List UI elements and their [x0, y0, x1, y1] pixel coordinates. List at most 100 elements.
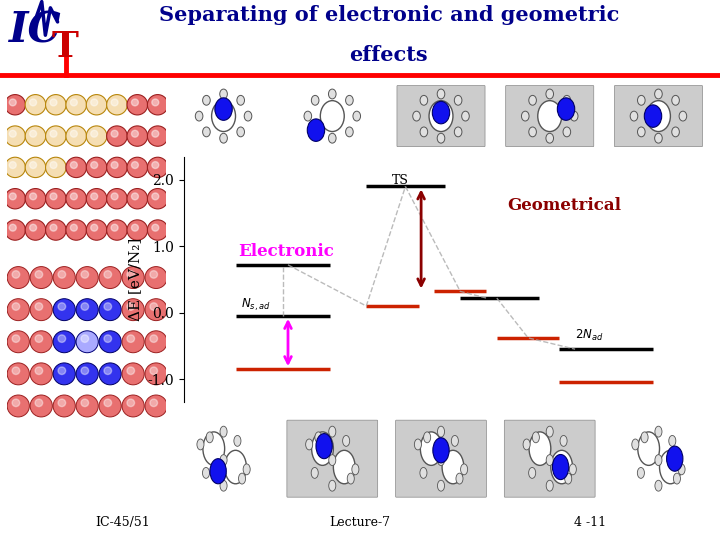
Circle shape — [12, 367, 19, 375]
Circle shape — [5, 126, 25, 146]
Circle shape — [306, 439, 312, 450]
Circle shape — [152, 161, 159, 168]
Circle shape — [148, 220, 168, 240]
Circle shape — [53, 267, 76, 288]
Circle shape — [66, 220, 86, 240]
Circle shape — [150, 399, 158, 407]
Circle shape — [132, 99, 138, 106]
Circle shape — [45, 157, 66, 178]
Circle shape — [107, 94, 127, 115]
Circle shape — [66, 157, 86, 178]
Circle shape — [311, 96, 319, 105]
Circle shape — [86, 126, 107, 146]
Circle shape — [45, 126, 66, 146]
Circle shape — [532, 432, 539, 443]
Text: Separating of electronic and geometric: Separating of electronic and geometric — [158, 5, 619, 25]
Circle shape — [66, 94, 86, 115]
Circle shape — [220, 133, 228, 143]
Circle shape — [9, 161, 17, 168]
Circle shape — [104, 303, 112, 310]
Circle shape — [557, 98, 575, 120]
Circle shape — [50, 161, 57, 168]
Circle shape — [563, 127, 571, 137]
Circle shape — [528, 96, 536, 105]
FancyBboxPatch shape — [505, 85, 594, 147]
Circle shape — [333, 450, 355, 484]
Circle shape — [528, 127, 536, 137]
Circle shape — [76, 267, 98, 288]
Circle shape — [132, 224, 138, 231]
Circle shape — [673, 473, 680, 484]
Text: Geometrical: Geometrical — [507, 197, 621, 214]
Circle shape — [655, 426, 662, 437]
Circle shape — [127, 399, 135, 407]
Circle shape — [563, 96, 571, 105]
Circle shape — [145, 395, 167, 417]
Circle shape — [127, 126, 148, 146]
Circle shape — [71, 130, 77, 137]
Circle shape — [122, 267, 144, 288]
Circle shape — [30, 267, 53, 288]
Circle shape — [570, 464, 576, 475]
Circle shape — [329, 480, 336, 491]
Circle shape — [91, 224, 98, 231]
Circle shape — [104, 271, 112, 278]
Circle shape — [71, 193, 77, 200]
Circle shape — [225, 450, 246, 484]
Circle shape — [91, 99, 98, 106]
Circle shape — [244, 111, 252, 121]
Circle shape — [353, 111, 361, 121]
Circle shape — [432, 102, 450, 124]
Circle shape — [86, 220, 107, 240]
Circle shape — [655, 455, 662, 465]
Circle shape — [461, 464, 467, 475]
Circle shape — [45, 94, 66, 115]
Circle shape — [25, 157, 46, 178]
Circle shape — [433, 438, 449, 463]
Circle shape — [437, 133, 445, 143]
Circle shape — [152, 224, 159, 231]
Circle shape — [420, 96, 428, 105]
Circle shape — [307, 119, 325, 141]
Circle shape — [206, 432, 213, 443]
Circle shape — [127, 94, 148, 115]
Circle shape — [413, 111, 420, 121]
FancyBboxPatch shape — [397, 85, 485, 147]
Circle shape — [45, 220, 66, 240]
Circle shape — [678, 464, 685, 475]
Circle shape — [145, 331, 167, 353]
Circle shape — [148, 157, 168, 178]
Circle shape — [35, 367, 42, 375]
Text: Lecture-7: Lecture-7 — [330, 516, 390, 530]
Circle shape — [329, 455, 336, 465]
Text: T: T — [52, 30, 78, 64]
Circle shape — [111, 130, 118, 137]
Circle shape — [316, 434, 332, 458]
Circle shape — [12, 335, 19, 342]
Circle shape — [99, 363, 121, 385]
Circle shape — [521, 111, 529, 121]
Circle shape — [679, 111, 687, 121]
Text: Electronic: Electronic — [238, 243, 334, 260]
Circle shape — [423, 432, 431, 443]
Circle shape — [111, 161, 118, 168]
Circle shape — [25, 188, 46, 209]
Circle shape — [9, 130, 17, 137]
Circle shape — [145, 363, 167, 385]
Circle shape — [311, 127, 319, 137]
Circle shape — [132, 193, 138, 200]
Text: $2N_{ad}$: $2N_{ad}$ — [575, 328, 603, 343]
Circle shape — [152, 193, 159, 200]
Circle shape — [58, 335, 66, 342]
Circle shape — [111, 224, 118, 231]
Circle shape — [655, 480, 662, 491]
Circle shape — [529, 432, 551, 465]
Circle shape — [30, 363, 53, 385]
Circle shape — [7, 363, 30, 385]
Circle shape — [238, 473, 246, 484]
Circle shape — [81, 271, 89, 278]
Circle shape — [30, 331, 53, 353]
Circle shape — [669, 435, 676, 447]
Circle shape — [107, 157, 127, 178]
Circle shape — [672, 96, 680, 105]
